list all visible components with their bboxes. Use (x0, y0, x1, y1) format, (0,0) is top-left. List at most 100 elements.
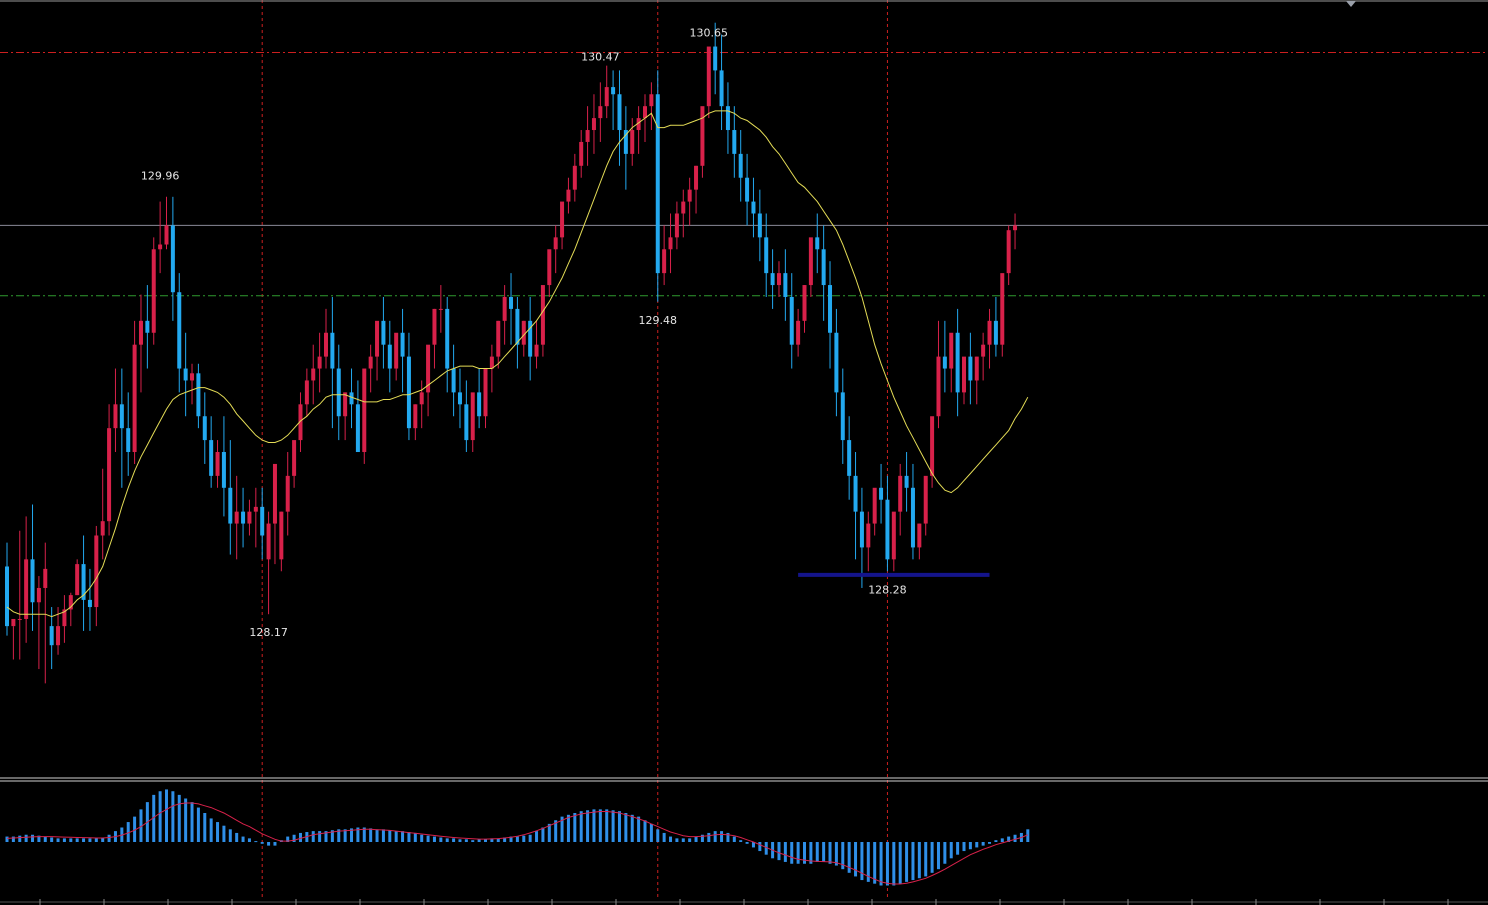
candle-body-2 (17, 618, 22, 620)
candle-32 (209, 416, 214, 488)
candle-99 (636, 106, 641, 154)
macd-bar-24 (158, 791, 162, 842)
macd-signal-line (6, 802, 1028, 885)
candle-15 (100, 468, 105, 560)
candle-105 (674, 201, 679, 250)
candle-body-78 (502, 296, 507, 321)
macd-bar-21 (139, 809, 143, 842)
candle-body-41 (266, 523, 271, 560)
candle-12 (81, 535, 86, 631)
candle-body-142 (910, 487, 915, 548)
candle-body-31 (202, 416, 207, 441)
candle-4 (30, 504, 35, 631)
candle-78 (502, 285, 507, 345)
macd-bar-107 (688, 838, 692, 842)
candle-body-155 (993, 320, 998, 345)
price-label-2: 129.96 (141, 170, 180, 183)
candle-body-0 (5, 566, 9, 627)
macd-bar-65 (420, 834, 424, 842)
candle-71 (457, 368, 462, 429)
candle-body-35 (228, 487, 233, 524)
macd-bar-93 (598, 809, 602, 842)
macd-bar-12 (82, 838, 86, 842)
candle-43 (279, 511, 284, 572)
candle-114 (732, 106, 737, 178)
candle-body-85 (547, 249, 552, 286)
macd-bar-70 (452, 838, 456, 842)
candle-110 (706, 46, 711, 119)
macd-bar-117 (751, 842, 755, 848)
candle-14 (94, 525, 99, 627)
candle-body-96 (617, 94, 622, 131)
macd-bar-155 (994, 840, 998, 842)
candle-19 (126, 392, 131, 476)
candle-34 (221, 416, 226, 517)
macd-bar-140 (898, 842, 902, 884)
candle-0 (5, 542, 9, 636)
chart-shift-marker-icon[interactable] (1346, 1, 1356, 7)
candle-93 (598, 82, 603, 142)
macd-bar-27 (177, 794, 181, 842)
macd-bar-133 (854, 842, 858, 877)
macd-bar-0 (5, 836, 9, 842)
candle-body-39 (253, 506, 258, 512)
candle-body-77 (496, 320, 501, 357)
candle-body-127 (815, 237, 820, 250)
macd-bar-76 (490, 838, 494, 842)
macd-bar-26 (171, 791, 175, 842)
candle-body-108 (694, 165, 699, 190)
candle-body-70 (451, 368, 456, 393)
macd-bar-103 (662, 832, 666, 842)
candle-body-87 (560, 201, 565, 238)
candle-body-20 (132, 344, 137, 453)
candle-body-5 (36, 587, 41, 603)
candle-153 (981, 332, 986, 381)
candle-body-43 (279, 511, 284, 560)
candle-84 (540, 285, 545, 357)
macd-bar-105 (675, 838, 679, 842)
candle-body-133 (853, 475, 858, 512)
macd-bar-102 (656, 829, 660, 842)
candle-88 (566, 177, 571, 214)
macd-bar-90 (579, 811, 583, 842)
candle-56 (362, 368, 367, 464)
candle-53 (343, 392, 348, 441)
candle-115 (738, 130, 743, 202)
candle-55 (355, 380, 360, 453)
macd-bar-54 (350, 828, 354, 842)
candle-96 (617, 70, 622, 166)
candle-body-131 (840, 392, 845, 441)
candle-1 (11, 618, 16, 660)
macd-bar-66 (426, 835, 430, 842)
candle-92 (591, 94, 596, 154)
candle-body-125 (802, 285, 807, 321)
candle-body-68 (438, 308, 443, 310)
candle-body-26 (170, 225, 175, 293)
macd-bar-129 (828, 842, 832, 864)
candle-142 (910, 463, 915, 560)
candle-121 (776, 261, 781, 297)
candle-8 (56, 607, 61, 655)
candle-body-40 (260, 506, 265, 536)
macd-bar-110 (707, 832, 711, 842)
candle-134 (859, 487, 864, 588)
macd-bar-37 (241, 836, 245, 842)
macd-bar-100 (643, 820, 647, 842)
macd-bar-141 (905, 842, 909, 882)
candle-body-23 (151, 249, 156, 333)
candle-124 (796, 308, 801, 357)
candle-29 (190, 363, 195, 405)
candle-body-106 (681, 201, 686, 214)
macd-bar-64 (413, 832, 417, 842)
candle-158 (1013, 213, 1018, 250)
candle-body-49 (317, 356, 322, 369)
candle-58 (375, 320, 380, 381)
candle-body-60 (387, 344, 392, 369)
candle-body-63 (406, 356, 411, 429)
candle-36 (234, 475, 239, 560)
candle-body-48 (311, 368, 316, 381)
macd-bar-157 (1007, 836, 1011, 842)
candle-139 (891, 511, 896, 572)
macd-bar-56 (362, 827, 366, 842)
